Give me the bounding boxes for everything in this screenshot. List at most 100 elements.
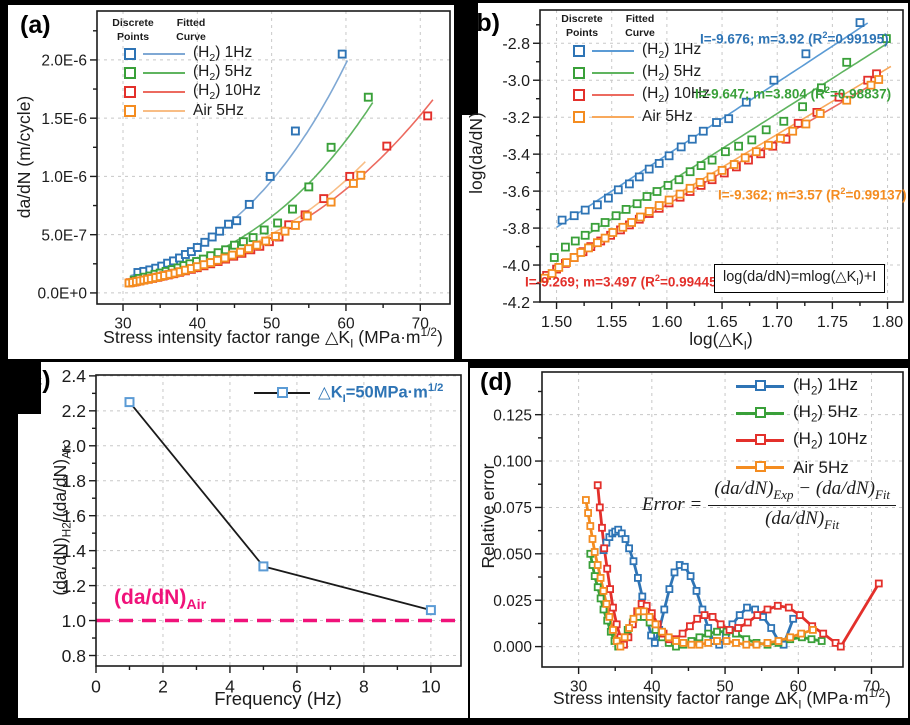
svg-text:50: 50 (716, 679, 734, 696)
svg-text:60: 60 (790, 679, 808, 696)
fit-line-icon (143, 90, 185, 93)
panel-d-y-axis-label: Relative error (478, 463, 498, 569)
panel-d-chart: 30 40 50 60 70 0.000 0.025 0.050 0.075 0.100 0.125 (493, 371, 904, 696)
legend-item-label: (H2) 1Hz (193, 43, 253, 64)
svg-text:10: 10 (421, 677, 441, 697)
panel-c-x-axis-label: Frequency (Hz) (214, 688, 342, 709)
svg-text:30: 30 (570, 679, 588, 696)
panel-b: 1.50 1.55 1.60 1.65 1.70 1.75 1.80 -4.2 -4.0 -3.8… (462, 3, 908, 359)
svg-text:-4.2: -4.2 (502, 295, 530, 312)
svg-text:60: 60 (337, 316, 355, 333)
svg-text:1.65: 1.65 (706, 314, 737, 331)
svg-text:6: 6 (292, 677, 302, 697)
svg-text:-3.8: -3.8 (502, 221, 530, 238)
legend-item-h2-1hz: (H2) 1Hz (105, 43, 261, 64)
legend-header-discrete-points: Discrete Points (561, 13, 603, 39)
fit-annotation-h2-5hz: I=-9.647; m=3.804 (R2=0.98837) (695, 85, 892, 102)
svg-text:0: 0 (91, 677, 101, 697)
plot-frame (95, 374, 462, 667)
svg-text:1.70: 1.70 (762, 314, 793, 331)
panel-d-x-axis-label: Stress intensity factor range ΔKI (MPa·m… (553, 686, 891, 712)
legend-item-h2-10hz: (H2) 10Hz (736, 427, 867, 454)
square-marker-icon (573, 67, 585, 80)
svg-text:1.80: 1.80 (872, 314, 903, 331)
svg-text:2.0: 2.0 (62, 436, 87, 456)
square-marker-icon (124, 104, 136, 117)
equals-sign: = (690, 494, 702, 516)
svg-text:-4.0: -4.0 (502, 258, 530, 275)
grid (95, 375, 461, 666)
legend-item-h2-1hz: (H2) 1Hz (736, 373, 867, 400)
legend-headers: Discrete Points Fitted Curve (105, 17, 261, 44)
fit-line-icon (143, 71, 185, 74)
panel-label-d: (d) (480, 368, 512, 396)
series-markers-(H2) 10Hz (593, 481, 883, 651)
svg-text:1.5E-6: 1.5E-6 (41, 111, 87, 128)
svg-text:1.4: 1.4 (62, 541, 87, 561)
svg-text:2.2: 2.2 (62, 401, 86, 421)
paris-law-equation-box: log(da/dN)=mlog(△KI)+I (714, 264, 886, 293)
svg-text:1.50: 1.50 (541, 314, 572, 331)
panel-d: 30 40 50 60 70 0.000 0.025 0.050 0.075 0.100 0.125… (470, 368, 908, 718)
svg-text:1.55: 1.55 (596, 314, 627, 331)
series-markers-(H2) 5Hz (549, 34, 891, 262)
legend-header-discrete-points: Discrete Points (112, 17, 154, 43)
fit-(H2) 5Hz (127, 102, 374, 282)
square-marker-icon (573, 89, 585, 102)
square-marker-icon (573, 45, 585, 58)
panel-d-legend: (H2) 1Hz (H2) 5Hz (H2) 10Hz Air 5Hz (736, 373, 867, 481)
square-marker-icon (573, 111, 585, 124)
square-marker-icon (124, 66, 136, 79)
legend-item-label: (H2) 10Hz (642, 85, 710, 106)
svg-text:8: 8 (359, 677, 369, 697)
svg-text:5.0E-7: 5.0E-7 (41, 227, 87, 244)
panel-a-y-axis-label: da/dN (m/cycle) (14, 95, 34, 219)
fit-line-icon (143, 109, 185, 112)
svg-text:40: 40 (189, 316, 207, 333)
svg-text:70: 70 (412, 316, 430, 333)
line-marker-icon (736, 434, 784, 445)
series-markers-dK_I=50MPa*m^1/2 (124, 397, 436, 616)
plot-frame (96, 10, 451, 305)
line-marker-icon (736, 407, 784, 418)
svg-text:0.100: 0.100 (493, 454, 532, 471)
legend-item-label: (H2) 1Hz (793, 375, 858, 398)
line-marker-icon (736, 461, 784, 472)
panel-a-chart: 30 40 50 60 70 0.0E+0 5.0E-7 1.0E-6 1.5E-6 2.0E-6 (37, 10, 451, 333)
fit-annotation-h2-1hz: I=-9.676; m=3.92 (R2=0.99195) (700, 30, 889, 47)
panel-a: 30 40 50 60 70 0.0E+0 5.0E-7 1.0E-6 1.5E-6 2.0E-6… (8, 5, 454, 359)
panel-label-a: (a) (20, 11, 51, 39)
fit-line-icon (592, 72, 634, 75)
svg-text:1.60: 1.60 (651, 314, 682, 331)
legend-item-h2-10hz: (H2) 10Hz (554, 84, 710, 106)
series-markers-Air 5Hz (540, 75, 884, 283)
svg-text:1.6: 1.6 (62, 506, 86, 526)
svg-text:40: 40 (643, 679, 661, 696)
fit-annotation-h2-10hz: I=-9.269; m=3.497 (R2=0.99445) (525, 273, 722, 290)
svg-text:2: 2 (158, 677, 168, 697)
legend-item-air-5hz: Air 5Hz (736, 454, 867, 481)
square-marker-icon (755, 434, 766, 445)
axes-ticks: 1.50 1.55 1.60 1.65 1.70 1.75 1.80 -4.2 -4.0 -3.8… (502, 24, 903, 331)
legend-item-label: (H2) 5Hz (642, 63, 702, 84)
panel-a-x-axis-label: Stress intensity factor range △KI (MPa·m… (103, 325, 443, 351)
error-formula-numerator: (da/dN)Exp − (da/dN)Fit (708, 478, 896, 506)
svg-text:0.8: 0.8 (62, 646, 86, 666)
gutter-patch (462, 3, 478, 115)
error-formula-fraction: (da/dN)Exp − (da/dN)Fit (da/dN)Fit (708, 478, 896, 533)
axes-ticks: 0 2 4 6 8 10 0.8 1.0 1.2 1.4 1.6 1.8 2.0 2.2 2.4 (62, 366, 441, 696)
axes-ticks: 30 40 50 60 70 0.0E+0 5.0E-7 1.0E-6 1.5E-6 2.0E-6 (37, 30, 430, 333)
panel-c-y-axis-label: (da/dN)H2/(da/dN)Air (50, 444, 74, 596)
series-markers-Air 5Hz (582, 496, 817, 651)
svg-text:-3.0: -3.0 (502, 73, 530, 90)
panel-b-x-axis-label: log(△KI) (689, 329, 753, 353)
svg-text:0.0E+0: 0.0E+0 (37, 286, 87, 303)
legend-headers: Discrete Points Fitted Curve (554, 13, 710, 40)
panel-b-legend: Discrete Points Fitted Curve (H2) 1Hz (H… (554, 13, 710, 128)
legend-item-label: (H2) 1Hz (642, 41, 702, 62)
line-marker-icon (736, 380, 784, 391)
fit-line-icon (143, 52, 185, 55)
legend-item-label: (H2) 5Hz (193, 62, 253, 83)
legend-item-label: (H2) 10Hz (793, 429, 868, 452)
gutter-patch (18, 362, 41, 414)
